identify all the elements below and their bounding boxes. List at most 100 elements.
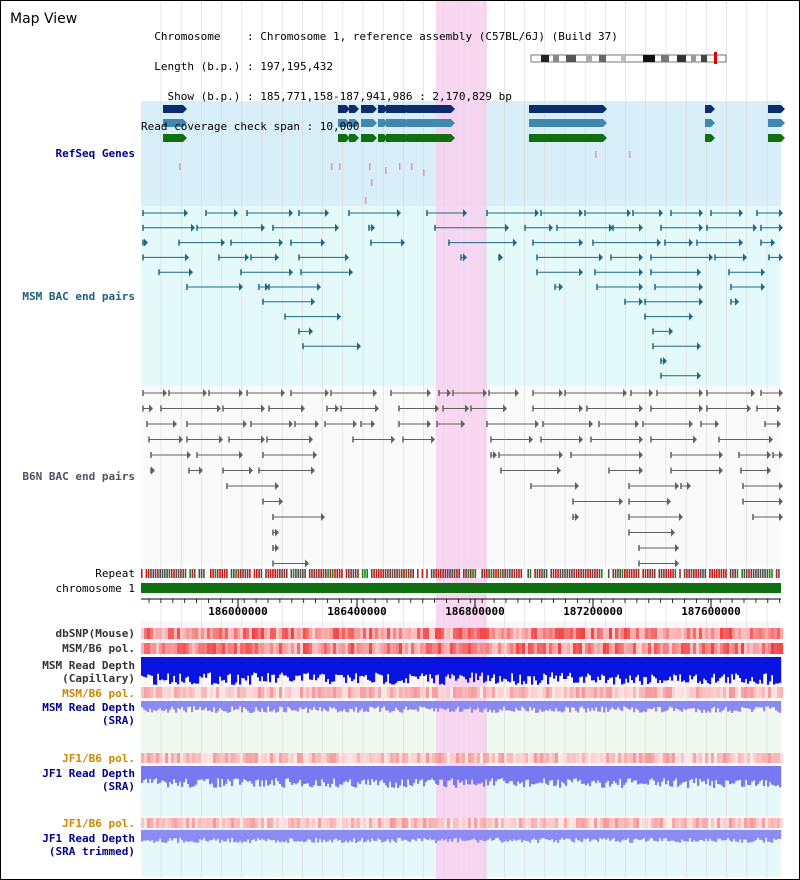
depth-bar xyxy=(337,830,340,841)
depth-bar xyxy=(491,657,494,679)
heat-cell xyxy=(300,818,304,828)
bac-end-arrow xyxy=(777,404,781,413)
heat-cell xyxy=(204,753,208,763)
depth-bar xyxy=(777,830,780,839)
depth-bar xyxy=(497,701,500,713)
depth-bar xyxy=(421,657,424,674)
bac-end-arrow xyxy=(261,223,265,232)
depth-bar xyxy=(419,701,422,707)
depth-bar xyxy=(623,701,626,707)
heat-cell xyxy=(543,818,547,828)
repeat-element xyxy=(437,569,440,578)
depth-bar xyxy=(655,701,658,712)
heat-cell xyxy=(402,643,406,654)
heat-cell xyxy=(690,818,694,828)
repeat-element xyxy=(359,569,362,578)
heat-cell xyxy=(654,643,658,654)
heat-cell xyxy=(630,628,634,639)
heat-cell xyxy=(381,753,385,763)
heat-cell xyxy=(201,753,205,763)
heat-cell xyxy=(183,628,187,639)
heat-cell xyxy=(210,643,214,654)
heat-cell xyxy=(696,628,700,639)
depth-bar xyxy=(169,766,172,783)
heat-cell xyxy=(168,628,172,639)
depth-bar xyxy=(501,657,504,682)
depth-bar xyxy=(341,657,344,675)
depth-bar xyxy=(203,657,206,674)
heat-cell xyxy=(285,628,289,639)
bac-end-arrow xyxy=(219,435,223,444)
heat-cell xyxy=(678,753,682,763)
heat-cell xyxy=(495,643,499,654)
heat-cell xyxy=(735,687,739,698)
depth-bar xyxy=(609,701,612,710)
depth-bar xyxy=(461,657,464,676)
depth-bar xyxy=(741,701,744,707)
depth-bar xyxy=(523,701,526,709)
depth-bar xyxy=(539,766,542,783)
heat-cell xyxy=(261,643,265,654)
repeat-element xyxy=(361,569,364,578)
heat-cell xyxy=(618,818,622,828)
heat-cell xyxy=(345,753,349,763)
depth-bar xyxy=(221,766,224,780)
heat-cell xyxy=(729,687,733,698)
depth-bar xyxy=(571,657,574,678)
heat-cell xyxy=(693,818,697,828)
depth-bar xyxy=(577,701,580,713)
heat-cell xyxy=(324,643,328,654)
heat-cell xyxy=(591,643,595,654)
repeat-element xyxy=(518,569,520,578)
repeat-element xyxy=(226,569,228,578)
depth-bar xyxy=(769,766,772,783)
depth-bar xyxy=(713,701,716,708)
depth-bar xyxy=(559,657,562,676)
heat-cell xyxy=(450,687,454,698)
depth-bar xyxy=(469,701,472,708)
repeat-element xyxy=(295,569,297,578)
depth-bar xyxy=(285,766,288,779)
repeat-element xyxy=(315,569,318,578)
depth-bar xyxy=(741,657,744,683)
heat-cell xyxy=(639,753,643,763)
heat-cell xyxy=(150,818,154,828)
heat-cell xyxy=(195,643,199,654)
heat-cell xyxy=(162,628,166,639)
repeat-element xyxy=(591,569,594,578)
heat-cell xyxy=(708,628,712,639)
depth-bar xyxy=(367,657,370,680)
heat-cell xyxy=(579,628,583,639)
depth-bar xyxy=(635,766,638,781)
bac-end-arrow xyxy=(317,283,321,291)
heat-cell xyxy=(174,643,178,654)
depth-bar xyxy=(661,701,664,713)
depth-bar xyxy=(589,766,592,787)
depth-bar xyxy=(339,766,342,785)
heat-cell xyxy=(309,628,313,639)
depth-bar xyxy=(257,657,260,678)
heat-cell xyxy=(480,753,484,763)
depth-bar xyxy=(735,830,738,842)
depth-bar xyxy=(703,701,706,710)
heat-cell xyxy=(372,628,376,639)
depth-bar xyxy=(263,701,266,712)
depth-bar xyxy=(387,766,390,788)
depth-bar xyxy=(457,657,460,679)
repeat-element xyxy=(771,569,773,578)
heat-cell xyxy=(180,687,184,698)
bac-end-arrow xyxy=(261,435,265,444)
heat-cell xyxy=(678,818,682,828)
depth-bar xyxy=(347,701,350,713)
heat-cell xyxy=(744,628,748,639)
heat-cell xyxy=(243,628,247,639)
jf1-read-depth-trimmed-label: JF1 Read Depth xyxy=(42,832,135,845)
heat-cell xyxy=(390,643,394,654)
bac-end-arrow xyxy=(689,312,693,321)
heat-cell xyxy=(531,628,535,639)
bac-end-arrow xyxy=(575,513,579,521)
bac-end-arrow xyxy=(639,404,643,413)
depth-bar xyxy=(201,701,204,711)
heat-cell xyxy=(411,818,415,828)
